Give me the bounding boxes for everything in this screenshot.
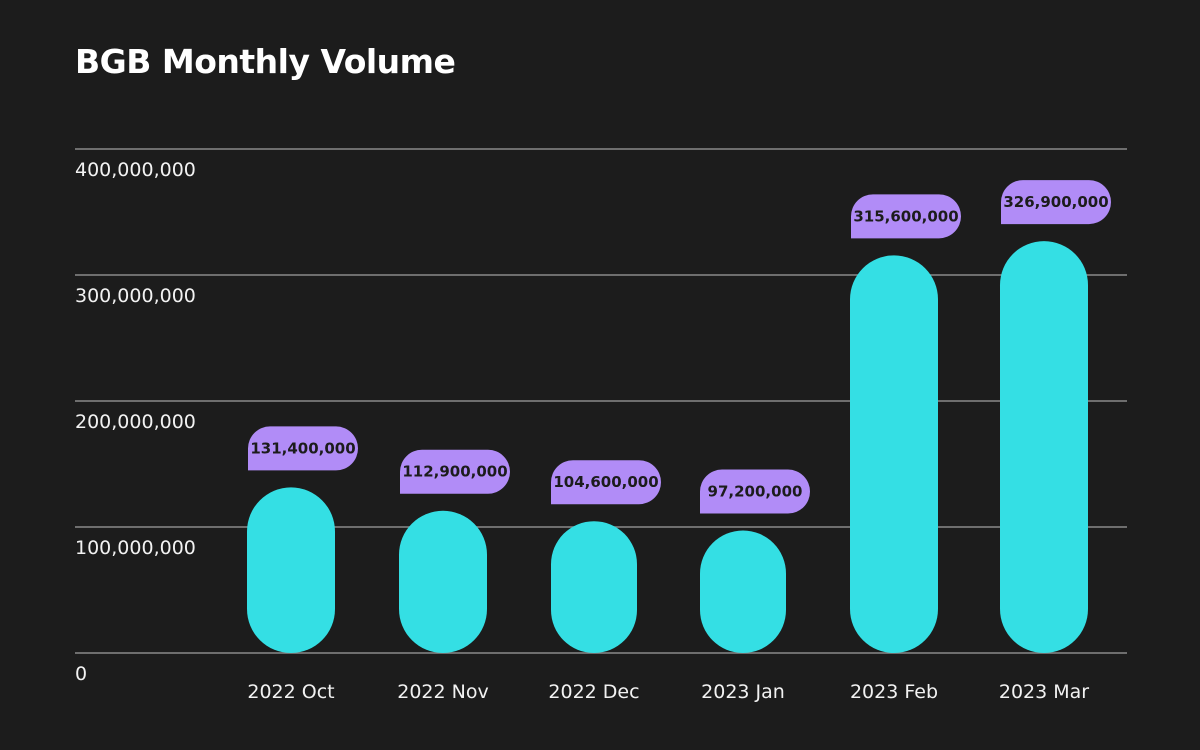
x-tick-label: 2023 Jan [701,681,785,703]
bar [850,255,938,653]
data-label-bubble [248,426,358,471]
y-tick-label: 400,000,000 [75,159,196,181]
chart-title: BGB Monthly Volume [75,42,456,81]
data-label: 104,600,000 [553,473,658,491]
data-label: 97,200,000 [708,483,803,501]
data-label: 326,900,000 [1003,193,1108,211]
data-label-bubble [700,469,810,514]
x-axis-ticks: 2022 Oct 2022 Nov 2022 Dec 2023 Jan 2023 Feb… [247,681,1089,703]
data-label: 112,900,000 [402,463,507,481]
bars [247,241,1088,653]
bar [1000,241,1088,653]
data-labels: 131,400,000 112,900,000 104,600,000 97,200,… [248,180,1111,514]
bar [700,530,786,653]
y-tick-label: 100,000,000 [75,537,196,559]
data-label-bubble [400,449,510,494]
data-label-bubble [551,460,661,505]
data-label-bubble [1001,180,1111,225]
y-tick-label: 0 [75,663,87,685]
data-label-bubble [851,194,961,239]
x-tick-label: 2022 Nov [397,681,488,703]
bar [399,510,487,653]
y-tick-label: 200,000,000 [75,411,196,433]
data-label: 131,400,000 [250,439,355,457]
x-tick-label: 2023 Feb [850,681,938,703]
x-tick-label: 2022 Oct [247,681,334,703]
y-tick-label: 300,000,000 [75,285,196,307]
data-label: 315,600,000 [853,207,958,225]
x-tick-label: 2023 Mar [999,681,1089,703]
bar [551,521,637,653]
y-axis-ticks: 0 100,000,000 200,000,000 300,000,000 400,00… [75,159,196,685]
bar [247,487,335,653]
x-tick-label: 2022 Dec [548,681,639,703]
